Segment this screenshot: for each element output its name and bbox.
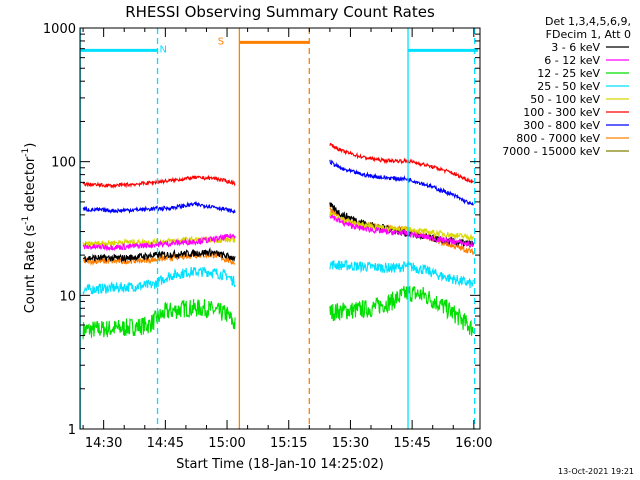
y-axis-label-mid: detector (23, 156, 38, 216)
y-axis-label-sup2: -1 (21, 148, 31, 157)
x-axis-label: Start Time (18-Jan-10 14:25:02) (176, 457, 384, 472)
flag-label-n: N (160, 45, 167, 56)
x-tick-label-1515: 15:15 (270, 436, 307, 451)
series-100-300kev (82, 142, 474, 189)
series-lines (82, 142, 475, 340)
series-line-12-25kev-before (82, 299, 236, 340)
series-300-800kev (82, 159, 474, 214)
series-12-25kev (82, 285, 475, 340)
legend-label-3-6kev: 3 - 6 keV (551, 41, 600, 54)
legend-label-100-300kev: 100 - 300 keV (523, 106, 600, 119)
y-tick-label-1000: 1000 (43, 22, 76, 37)
series-line-25-50kev-after (329, 259, 475, 289)
x-tick-label-1545: 15:45 (393, 436, 430, 451)
series-line-3-6kev-before (82, 247, 236, 263)
series-line-12-25kev-after (329, 285, 475, 336)
y-axis-label-end: ) (23, 143, 38, 148)
legend-label-300-800kev: 300 - 800 keV (523, 119, 600, 132)
legend: Det 1,3,4,5,6,9, FDecim 1, Att 0 3 - 6 k… (502, 15, 631, 158)
legend-label-12-25kev: 12 - 25 keV (537, 67, 600, 80)
legend-label-800-7000kev: 800 - 7000 keV (516, 132, 600, 145)
series-6-12kev (82, 214, 474, 252)
series-line-50-100kev-after (329, 211, 475, 241)
axes: 14:30 14:45 15:00 15:15 15:30 15:45 16:00 1 10 10… (43, 22, 493, 451)
series-50-100kev (82, 211, 475, 249)
y-axis-label-sup1: -1 (21, 216, 31, 225)
x-tick-label-1600: 16:00 (455, 436, 492, 451)
flag-bars: NS (80, 37, 478, 56)
legend-label-50-100kev: 50 - 100 keV (530, 93, 600, 106)
series-line-25-50kev-before (82, 266, 236, 295)
timestamp: 13-Oct-2021 19:21 (558, 467, 634, 476)
legend-label-6-12kev: 6 - 12 keV (544, 54, 600, 67)
y-tick-label-100: 100 (51, 156, 76, 171)
x-tick-label-1445: 14:45 (147, 436, 184, 451)
legend-header-line1: Det 1,3,4,5,6,9, (545, 15, 631, 28)
legend-label-25-50kev: 25 - 50 keV (537, 80, 600, 93)
series-line-300-800kev-after (329, 159, 474, 206)
series-line-6-12kev-after (329, 214, 474, 248)
legend-label-7000-15000kev: 7000 - 15000 keV (502, 145, 600, 158)
y-axis-label-main: Count Rate (s (23, 225, 38, 314)
y-axis-label: Count Rate (s-1 detector-1) (21, 143, 38, 314)
y-tick-label-1: 1 (68, 423, 76, 438)
y-tick-label-10: 10 (59, 289, 76, 304)
x-tick-label-1530: 15:30 (332, 436, 369, 451)
flag-label-s: S (218, 37, 224, 48)
plot-frame (79, 27, 481, 430)
legend-header-line2: FDecim 1, Att 0 (546, 28, 631, 41)
chart-title: RHESSI Observing Summary Count Rates (125, 3, 435, 21)
series-line-300-800kev-before (82, 200, 236, 214)
x-tick-label-1430: 14:30 (85, 436, 122, 451)
series-line-100-300kev-before (82, 174, 236, 189)
series-line-6-12kev-before (82, 233, 236, 252)
x-tick-label-1500: 15:00 (208, 436, 245, 451)
vertical-markers (79, 28, 476, 429)
series-line-100-300kev-after (329, 142, 474, 184)
series-25-50kev (82, 259, 475, 295)
